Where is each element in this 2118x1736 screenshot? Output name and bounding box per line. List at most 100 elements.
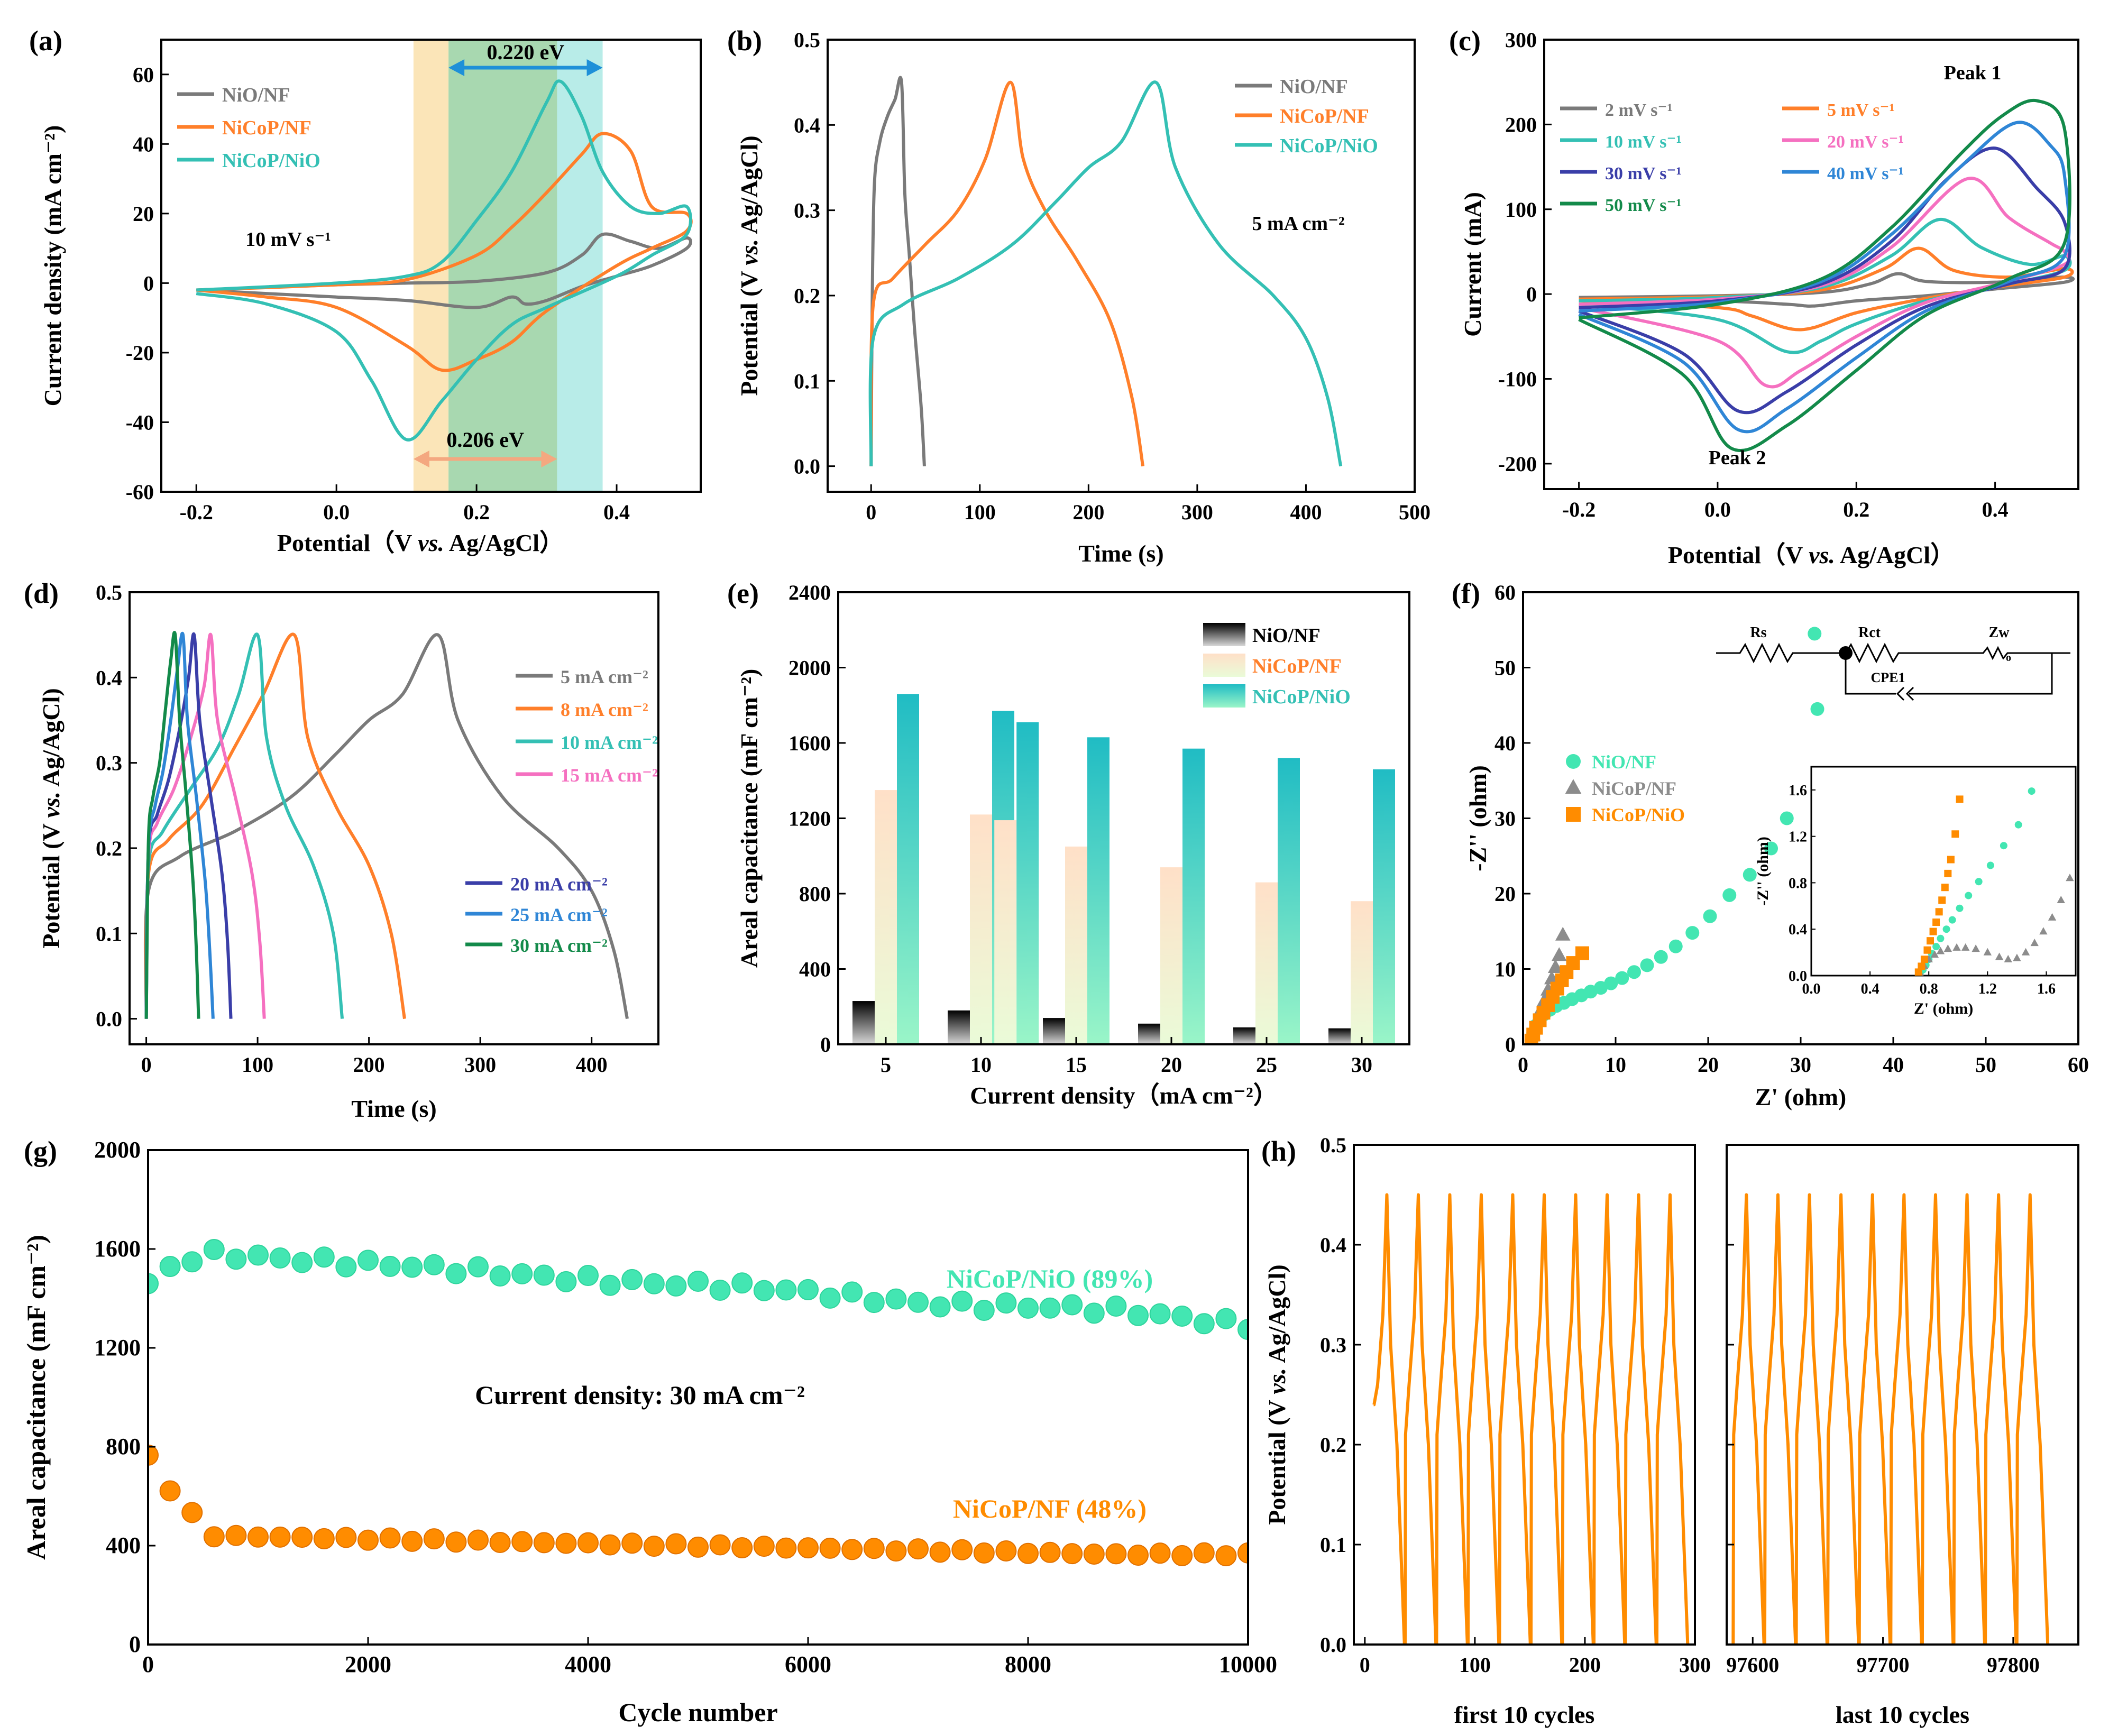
panel-d-series-30-ma-cm <box>144 631 200 1019</box>
panel-c-peak2: Peak 2 <box>1709 447 1766 469</box>
panel-g-point-nicop-nf <box>269 1526 291 1548</box>
panel-g-point-nicop-nio <box>1083 1302 1105 1324</box>
panel-b-series-nio-nf <box>869 76 926 466</box>
panel-g-point-nicop-nf <box>379 1527 401 1549</box>
panel-f-inset-point-nicop-nio <box>1947 856 1955 864</box>
panel-f-point-nicop-nio <box>1575 946 1589 960</box>
panel-e-xtick-label: 25 <box>1256 1053 1277 1077</box>
panel-b-label: (b) <box>727 25 762 57</box>
panel-f-point-nio-nf <box>1722 888 1737 902</box>
panel-b-ytick-label: 0.4 <box>794 113 820 137</box>
panel-g-point-nicop-nf <box>423 1528 445 1550</box>
panel-d-xtick-label: 200 <box>353 1053 385 1077</box>
panel-g-point-nicop-nio <box>907 1291 929 1313</box>
panel-f-circuit-rs: Rs <box>1750 624 1766 641</box>
panel-g-point-nicop-nf <box>148 1444 159 1466</box>
panel-g-xtick-label: 8000 <box>1005 1651 1051 1677</box>
panel-g-ytick-label: 400 <box>106 1532 141 1558</box>
panel-a-arrowhead <box>586 59 603 76</box>
panel-e-ytick-label: 400 <box>799 958 831 981</box>
panel-b-ytick-label: 0.5 <box>794 28 820 52</box>
panel-b-legend-2-legend-label: NiCoP/NiO <box>1280 135 1378 157</box>
panel-c-series-5-mv-s <box>1579 246 2074 332</box>
panel-d-legend-5-legend-label: 25 mA cm⁻² <box>510 904 608 925</box>
panel-g-point-nicop-nf <box>1061 1543 1083 1565</box>
panel-d-xtick-label: 300 <box>464 1053 496 1077</box>
panel-g-point-nicop-nf <box>335 1527 357 1548</box>
panel-g-point-nicop-nf <box>621 1532 643 1554</box>
panel-g-xtick-label: 2000 <box>345 1651 391 1677</box>
panel-g-point-nicop-nf <box>1193 1542 1215 1564</box>
panel-g-point-nicop-nio <box>753 1280 775 1301</box>
panel-a-series-nicop-nio <box>196 79 692 442</box>
panel-g-point-nicop-nio <box>1039 1297 1061 1319</box>
panel-g-point-nicop-nio <box>203 1238 225 1260</box>
panel-f-inset-ytick-label: 0.0 <box>1789 968 1807 985</box>
panel-g-ytick-label: 2000 <box>94 1137 141 1163</box>
panel-h-1-xtick-label: 97600 <box>1726 1653 1779 1677</box>
panel-e-bar-nicop-nio-20 <box>1182 748 1205 1044</box>
panel-f-inset-point-nicop-nio <box>1951 830 1959 838</box>
panel-g-point-nicop-nf <box>1215 1545 1237 1567</box>
panel-f-circuit-zw-sub: o <box>2006 652 2011 664</box>
panel-g-point-nicop-nio <box>797 1279 819 1300</box>
panel-g-point-nicop-nio <box>379 1255 401 1277</box>
panel-g-point-nicop-nio <box>489 1265 511 1287</box>
panel-f-xtick-label: 50 <box>1975 1053 1996 1077</box>
panel-f-inset-point-nio-nf <box>1942 925 1950 933</box>
panel-a-highlight-band <box>413 40 449 492</box>
panel-f-legend-label-0: NiO/NF <box>1592 751 1656 773</box>
panel-f-inset-point-nicop-nf <box>2021 948 2030 956</box>
panel-g-point-nicop-nio <box>1171 1305 1193 1327</box>
panel-f-ytick-label: 10 <box>1494 958 1516 981</box>
panel-g-point-nicop-nio <box>225 1248 247 1270</box>
panel-f-xlabel: Z' (ohm) <box>1755 1083 1847 1110</box>
panel-g-point-nicop-nf <box>401 1530 423 1552</box>
panel-f-xtick-label: 20 <box>1698 1053 1719 1077</box>
panel-e-legend-label-2: NiCoP/NiO <box>1252 686 1351 708</box>
panel-g-current-label: Current density: 30 mA cm⁻² <box>475 1380 805 1410</box>
panel-g-point-nicop-nf <box>731 1537 753 1559</box>
panel-b-xtick-label: 0 <box>866 500 876 524</box>
panel-g-point-nicop-nf <box>533 1532 555 1554</box>
panel-g-point-nicop-nio <box>1105 1295 1127 1317</box>
panel-g-xtick-label: 0 <box>142 1651 154 1677</box>
panel-f-inset-xtick-label: 0.8 <box>1920 981 1938 997</box>
panel-e-xtick-label: 15 <box>1066 1053 1087 1077</box>
panel-g-point-nicop-nio <box>577 1265 599 1287</box>
panel-f-inset-ytick-label: 0.8 <box>1789 875 1807 892</box>
panel-f-inset-point-nicop-nf <box>1930 950 1939 958</box>
panel-a-xtick-label: 0.2 <box>463 500 490 524</box>
panel-g-point-nicop-nio <box>709 1280 731 1301</box>
panel-f-legend-label-2: NiCoP/NiO <box>1592 804 1685 825</box>
panel-d-legend-2-legend-label: 10 mA cm⁻² <box>561 732 658 753</box>
panel-g-xlabel: Cycle number <box>618 1697 777 1727</box>
panel-e-bar-nio-nf-25 <box>1233 1027 1255 1044</box>
panel-g-point-nicop-nf <box>687 1536 709 1558</box>
panel-f-circuit-zw: Zw <box>1989 624 2010 641</box>
panel-a-ytick-label: 60 <box>133 63 154 87</box>
panel-g-point-nicop-nio <box>291 1252 313 1273</box>
panel-d-legend-4-legend-label: 20 mA cm⁻² <box>510 874 608 895</box>
panel-g-point-nicop-nio <box>599 1274 621 1296</box>
panel-e-bar-nicop-nio-30 <box>1373 769 1395 1044</box>
panel-g-point-nicop-nio <box>1061 1294 1083 1316</box>
panel-f-legend-label-1: NiCoP/NF <box>1592 778 1676 799</box>
panel-g-point-nicop-nf <box>225 1524 247 1546</box>
panel-d-legend-6-legend-label: 30 mA cm⁻² <box>510 935 608 956</box>
panel-h-label: (h) <box>1261 1135 1296 1167</box>
panel-e-xtick-label: 10 <box>970 1053 992 1077</box>
panel-e-xtick-label: 20 <box>1161 1053 1182 1077</box>
panel-f-inset-xlabel: Z' (ohm) <box>1914 1000 1974 1017</box>
panel-e-legend-swatch-1 <box>1203 654 1245 677</box>
panel-f-inset-point-nicop-nf <box>2057 895 2065 903</box>
panel-h-0-xtick-label: 0 <box>1360 1653 1370 1677</box>
panel-f-inset-point-nicop-nio <box>1914 968 1922 976</box>
panel-g-point-nicop-nf <box>643 1536 665 1557</box>
panel-g-point-nicop-nio <box>511 1263 533 1284</box>
panel-e-xtick-label: 30 <box>1351 1053 1372 1077</box>
panel-g-point-nicop-nio <box>1193 1313 1215 1335</box>
panel-g-point-nicop-nf <box>577 1532 599 1554</box>
panel-d-frame <box>129 591 659 1045</box>
panel-f-point-nio-nf <box>1627 965 1641 979</box>
